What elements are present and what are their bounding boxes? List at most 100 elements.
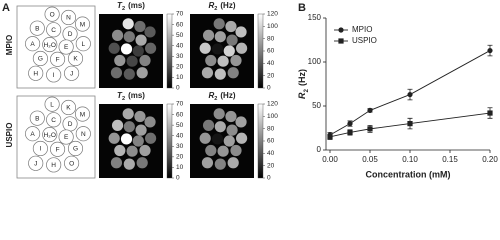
- colorbar-tick-label: 20: [267, 162, 275, 169]
- data-point: [367, 107, 373, 113]
- map-well: [108, 132, 120, 144]
- map-well: [217, 145, 229, 157]
- map-title-unit: (Hz): [220, 91, 235, 100]
- phantom-well: [64, 65, 80, 81]
- y-tick-label: 100: [308, 57, 322, 66]
- map-well: [225, 110, 237, 123]
- phantom-label: E: [64, 134, 69, 141]
- phantom-well: [44, 6, 60, 22]
- phantom-label: J: [34, 160, 37, 167]
- data-point: [327, 134, 333, 140]
- map-title-symbol: R: [208, 1, 214, 10]
- map-well: [120, 133, 133, 145]
- data-point: [347, 121, 353, 127]
- phantom-well: [46, 67, 62, 83]
- phantom-well: [25, 126, 41, 142]
- colorbar-tick-label: 80: [267, 125, 275, 132]
- row-label: MPIO: [5, 35, 14, 55]
- phantom-well: [74, 16, 91, 32]
- map-well: [144, 26, 156, 38]
- colorbar: [166, 13, 173, 89]
- y-tick-label: 150: [308, 13, 322, 22]
- phantom-well: [28, 155, 44, 171]
- x-tick-label: 0.05: [362, 155, 378, 164]
- map-title-symbol: T: [117, 1, 123, 10]
- colorbar-tick-label: 30: [176, 53, 184, 60]
- colorbar-tick-label: 10: [176, 164, 184, 171]
- map-title-unit: (Hz): [220, 1, 235, 10]
- phantom-label: D: [68, 31, 73, 38]
- map-well: [126, 145, 138, 157]
- colorbar-tick-label: 0: [176, 175, 180, 182]
- phantom-well: [58, 39, 74, 55]
- x-axis-label: Concentration (mM): [366, 169, 451, 179]
- phantom-label: H₂O: [44, 42, 56, 49]
- colorbar-tick-label: 60: [176, 111, 184, 118]
- map-title-subscript: 2: [122, 6, 125, 12]
- colorbar-tick-label: 20: [176, 154, 184, 161]
- legend-label: MPIO: [352, 25, 372, 34]
- map-well: [122, 108, 134, 120]
- map-well: [217, 55, 229, 67]
- phantom-label: D: [68, 121, 73, 128]
- map-well: [145, 132, 157, 144]
- phantom-well: [58, 129, 74, 145]
- phantom-label: A: [30, 131, 35, 138]
- colorbar-tick-label: 0: [176, 85, 180, 92]
- phantom-well: [32, 140, 48, 157]
- phantom-label: H₂O: [44, 132, 56, 139]
- map-title-symbol: R: [208, 91, 214, 100]
- phantom-label: B: [35, 25, 39, 32]
- map-well: [111, 29, 124, 41]
- colorbar-tick-label: 70: [176, 11, 184, 18]
- map-well: [223, 135, 235, 147]
- colorbar-tick-label: 60: [267, 48, 275, 55]
- legend-marker: [338, 27, 344, 33]
- data-point: [487, 47, 493, 54]
- phantom-label: K: [73, 56, 78, 63]
- map-well: [230, 144, 242, 157]
- map-well: [201, 157, 214, 169]
- phantom-label: O: [50, 11, 55, 18]
- phantom-well: [42, 36, 58, 53]
- phantom-well: [50, 51, 66, 67]
- phantom-label: H: [51, 162, 56, 169]
- map-title-subscript: 2: [214, 6, 217, 12]
- map-well: [123, 121, 135, 133]
- colorbar: [166, 103, 173, 179]
- colorbar-tick-label: 40: [267, 150, 275, 157]
- map-well: [132, 45, 144, 57]
- map-well: [136, 157, 148, 169]
- phantom-label: N: [81, 131, 86, 138]
- map-well: [202, 119, 215, 131]
- colorbar-tick-label: 120: [267, 101, 278, 108]
- colorbar-tick-label: 60: [267, 138, 275, 145]
- phantom-well: [42, 126, 58, 143]
- x-tick-label: 0.15: [442, 155, 458, 164]
- phantom-well: [60, 99, 77, 116]
- map-well: [139, 54, 151, 67]
- map-well: [214, 31, 226, 43]
- map-well: [135, 34, 147, 46]
- phantom-label: L: [50, 101, 54, 108]
- map-title: R2 (Hz): [208, 1, 235, 12]
- map-well: [205, 54, 217, 67]
- phantom-well: [64, 155, 80, 171]
- colorbar-tick-label: 120: [267, 11, 278, 18]
- phantom-label: L: [81, 41, 85, 48]
- phantom-label: O: [69, 160, 74, 167]
- map-well: [226, 34, 238, 46]
- colorbar-tick-label: 30: [176, 143, 184, 150]
- colorbar-tick-label: 50: [176, 32, 184, 39]
- phantom-label: N: [66, 15, 71, 22]
- map-well: [199, 42, 211, 54]
- map-title-unit: (ms): [128, 1, 145, 10]
- y-axis-label-symbol: R: [297, 92, 307, 99]
- x-tick-label: 0.20: [482, 155, 498, 164]
- map-well: [120, 43, 133, 55]
- phantom-label: H: [33, 70, 38, 77]
- colorbar: [257, 103, 264, 179]
- phantom-label: F: [56, 57, 60, 64]
- map-well: [110, 157, 123, 169]
